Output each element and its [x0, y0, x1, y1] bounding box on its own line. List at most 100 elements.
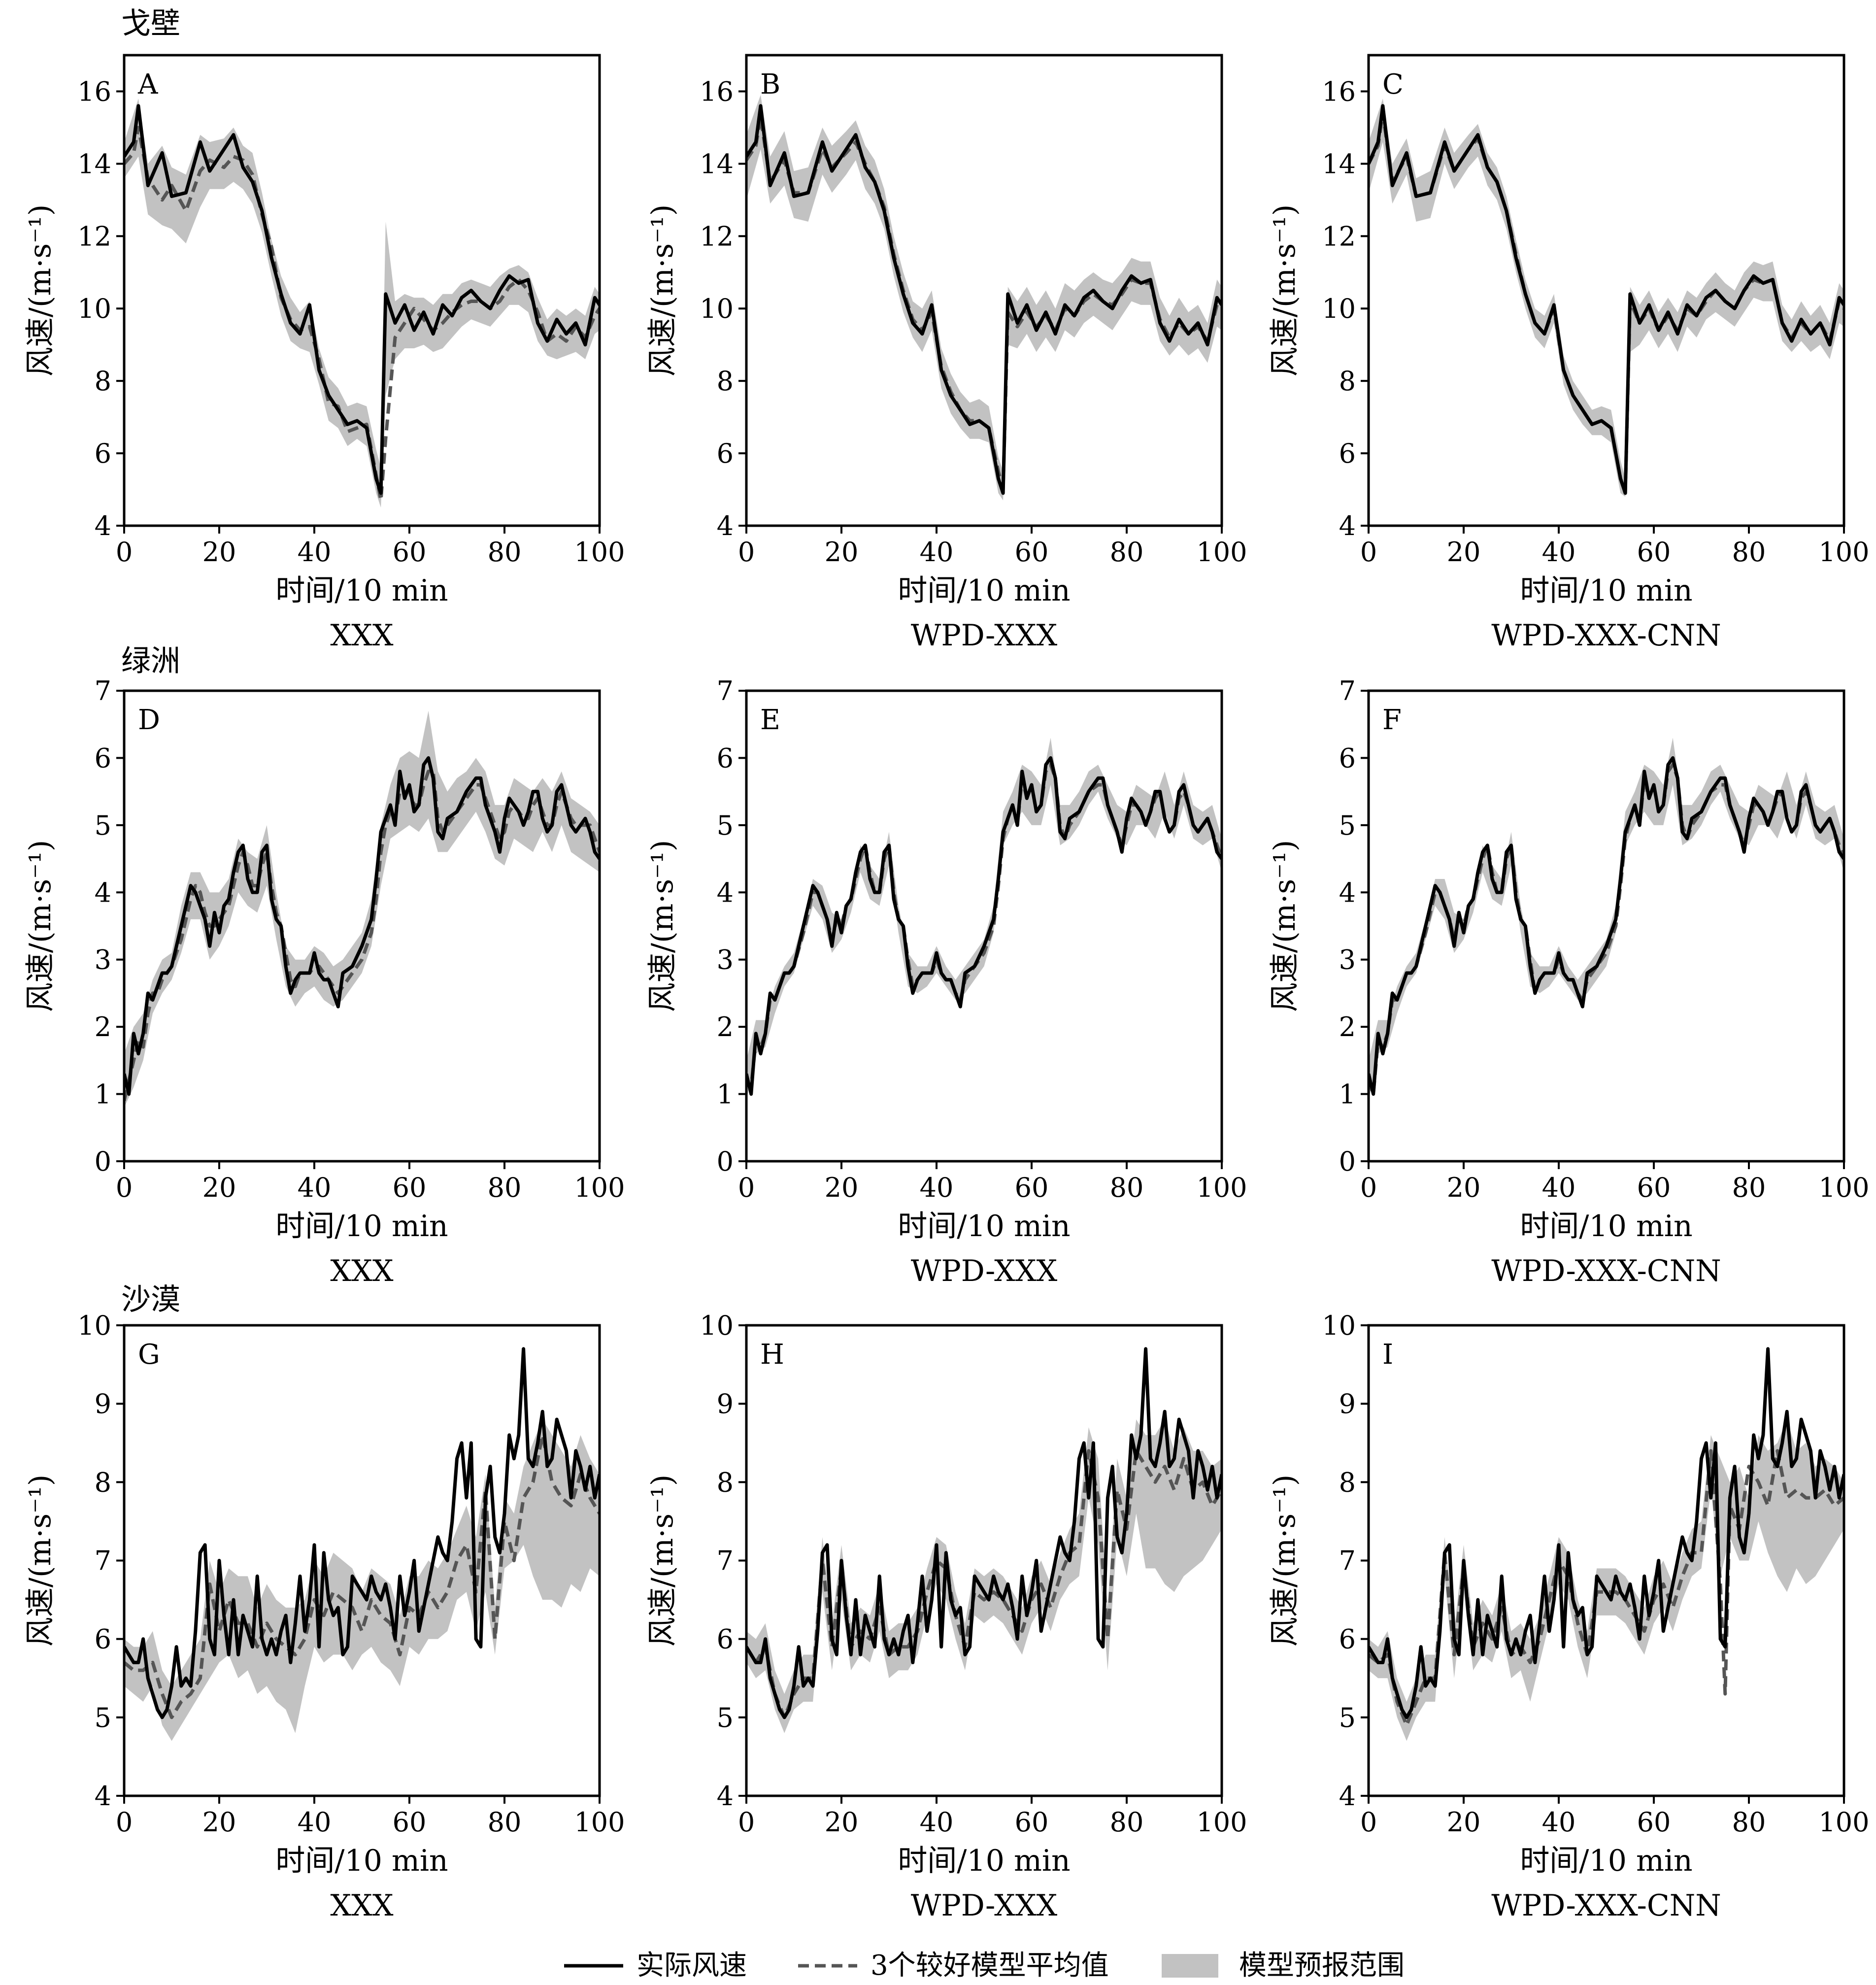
y-tick-label: 6 [1339, 742, 1356, 774]
y-tick-label: 3 [1339, 944, 1356, 976]
forecast-range-band [1369, 99, 1844, 497]
x-tick-label: 0 [1360, 1172, 1377, 1203]
x-tick-label: 20 [1447, 1172, 1481, 1203]
actual-wind-speed-line [746, 756, 1222, 1096]
x-axis-label: 时间/10 min [898, 573, 1070, 608]
x-tick-label: 40 [298, 1807, 332, 1838]
x-tick-label: 20 [825, 1172, 859, 1203]
chart-panel-d: 0 20 40 60 80 100 0 1 2 3 4 5 6 7 时间/10 min 风速/(m·s⁻¹) X… [23, 675, 625, 1288]
plot-frame [123, 54, 601, 527]
y-tick-label: 6 [1339, 438, 1356, 469]
panel-model-title: WPD-XXX-CNN [1491, 1888, 1721, 1923]
y-tick-label: 10 [1322, 1310, 1356, 1341]
row-title-oasis: 绿洲 [121, 644, 180, 678]
panel-letter: D [138, 704, 160, 736]
y-tick-label: 4 [717, 1781, 734, 1812]
actual-wind-speed-line [746, 104, 1222, 495]
plot-frame [1367, 54, 1845, 527]
x-tick-label: 80 [488, 1172, 522, 1203]
y-tick-label: 8 [1339, 366, 1356, 397]
x-tick-label: 20 [1447, 1807, 1481, 1838]
y-tick-label: 10 [77, 293, 111, 324]
y-tick-label: 0 [1339, 1146, 1356, 1177]
x-axis-label: 时间/10 min [275, 1209, 448, 1244]
x-tick-label: 60 [1015, 1807, 1049, 1838]
mean-model-line [124, 126, 600, 503]
panel-letter: G [138, 1339, 160, 1371]
x-axis-label: 时间/10 min [1520, 1209, 1692, 1244]
y-tick-label: 4 [1339, 510, 1356, 541]
x-tick-label: 20 [1447, 537, 1481, 568]
y-tick-label: 4 [717, 510, 734, 541]
y-tick-label: 5 [1339, 810, 1356, 841]
x-tick-label: 20 [825, 537, 859, 568]
x-axis-label: 时间/10 min [898, 1209, 1070, 1244]
panel-letter: B [760, 68, 780, 101]
chart-panel-g: 0 20 40 60 80 100 4 5 6 7 8 9 10 时间/10 min 风速/(m·s⁻¹) X… [23, 1310, 625, 1923]
x-tick-label: 40 [1542, 537, 1576, 568]
actual-wind-speed-line [1369, 1347, 1844, 1719]
y-axis-label: 风速/(m·s⁻¹) [23, 204, 58, 377]
x-tick-label: 80 [1110, 537, 1144, 568]
x-tick-label: 40 [920, 1172, 954, 1203]
y-tick-label: 16 [77, 76, 111, 107]
chart-panel-c: 0 20 40 60 80 100 4 6 8 10 12 14 16 时间/10 min 风速/(m·s⁻… [1268, 54, 1870, 653]
y-tick-label: 7 [717, 1546, 734, 1577]
row-title-desert: 沙漠 [121, 1282, 180, 1317]
y-tick-label: 5 [95, 810, 111, 841]
y-tick-label: 5 [717, 1702, 734, 1733]
x-tick-label: 60 [1015, 537, 1049, 568]
x-axis-label: 时间/10 min [275, 573, 448, 608]
y-tick-label: 14 [77, 148, 111, 179]
x-tick-label: 100 [1818, 537, 1869, 568]
y-tick-label: 1 [95, 1079, 111, 1110]
x-tick-label: 0 [1360, 1807, 1377, 1838]
y-tick-label: 8 [95, 366, 111, 397]
x-tick-label: 40 [920, 1807, 954, 1838]
x-tick-label: 0 [738, 1807, 755, 1838]
x-axis-label: 时间/10 min [898, 1844, 1070, 1878]
x-tick-label: 60 [393, 537, 427, 568]
y-axis-label: 风速/(m·s⁻¹) [1268, 840, 1302, 1012]
x-tick-label: 20 [202, 1807, 236, 1838]
x-tick-label: 80 [1732, 1172, 1766, 1203]
y-tick-label: 4 [1339, 877, 1356, 908]
plot-frame [745, 689, 1223, 1163]
x-tick-label: 40 [298, 1172, 332, 1203]
y-tick-label: 10 [77, 1310, 111, 1341]
y-tick-label: 8 [717, 1467, 734, 1498]
y-tick-label: 5 [1339, 1702, 1356, 1733]
y-tick-label: 6 [717, 1624, 734, 1655]
x-tick-label: 0 [738, 1172, 755, 1203]
forecast-range-band [1369, 1419, 1844, 1741]
x-tick-label: 40 [920, 537, 954, 568]
x-tick-label: 100 [1196, 1172, 1247, 1203]
x-tick-label: 60 [393, 1807, 427, 1838]
legend-band-label: 模型预报范围 [1239, 1950, 1405, 1982]
y-tick-label: 10 [700, 1310, 734, 1341]
x-tick-label: 60 [1637, 537, 1671, 568]
x-tick-label: 40 [298, 537, 332, 568]
x-tick-label: 40 [1542, 1172, 1576, 1203]
x-tick-label: 20 [202, 537, 236, 568]
y-tick-label: 7 [717, 675, 734, 707]
legend: 实际风速 3个较好模型平均值 模型预报范围 [564, 1950, 1405, 1982]
actual-wind-speed-line [124, 756, 600, 1096]
panel-model-title: WPD-XXX-CNN [1491, 618, 1721, 653]
x-tick-label: 100 [1818, 1172, 1869, 1203]
x-tick-label: 20 [825, 1807, 859, 1838]
y-tick-label: 7 [1339, 675, 1356, 707]
y-axis-label: 风速/(m·s⁻¹) [23, 1475, 58, 1647]
x-tick-label: 80 [1110, 1172, 1144, 1203]
y-axis-label: 风速/(m·s⁻¹) [645, 1475, 680, 1647]
legend-band-swatch [1162, 1954, 1218, 1978]
x-tick-label: 80 [1732, 1807, 1766, 1838]
y-tick-label: 14 [1322, 148, 1356, 179]
y-tick-label: 6 [95, 742, 111, 774]
x-axis-label: 时间/10 min [1520, 573, 1692, 608]
actual-wind-speed-line [1369, 104, 1844, 495]
y-tick-label: 3 [717, 944, 734, 976]
chart-panel-a: 0 20 40 60 80 100 4 6 8 10 12 14 16 时间/10 min 风速/(m·s⁻… [23, 54, 625, 653]
x-axis-label: 时间/10 min [1520, 1844, 1692, 1878]
